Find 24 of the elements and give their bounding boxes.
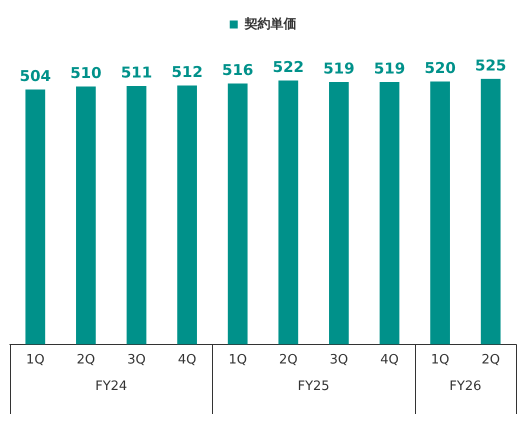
x-tick-label: 4Q xyxy=(178,352,196,368)
data-label: 525 xyxy=(475,56,506,74)
data-label: 510 xyxy=(70,64,102,82)
data-label: 520 xyxy=(424,58,456,77)
text: FY26 xyxy=(449,378,482,394)
x-tick-label: 1Q xyxy=(430,352,450,368)
legend-label: 契約単価 xyxy=(243,16,296,32)
x-tick-label: 1Q xyxy=(26,352,45,368)
data-label: 519 xyxy=(323,59,355,78)
x-tick-label: 3Q xyxy=(330,352,348,368)
x-tick-label: 2Q xyxy=(279,352,298,368)
x-tick-label: 3Q xyxy=(127,352,146,368)
x-tick-label: 4Q xyxy=(380,352,399,368)
x-tick-label: 1Q xyxy=(228,352,247,368)
data-label: 516 xyxy=(222,60,254,79)
text: FY24 xyxy=(95,378,128,394)
data-label: 522 xyxy=(272,58,304,76)
data-label: 519 xyxy=(374,59,406,78)
x-tick-label: 2Q xyxy=(481,352,500,368)
x-tick-label: 2Q xyxy=(76,352,96,368)
data-label: 512 xyxy=(171,62,203,81)
data-label: 504 xyxy=(20,66,51,85)
text: FY25 xyxy=(298,378,330,394)
data-label: 511 xyxy=(120,63,152,82)
